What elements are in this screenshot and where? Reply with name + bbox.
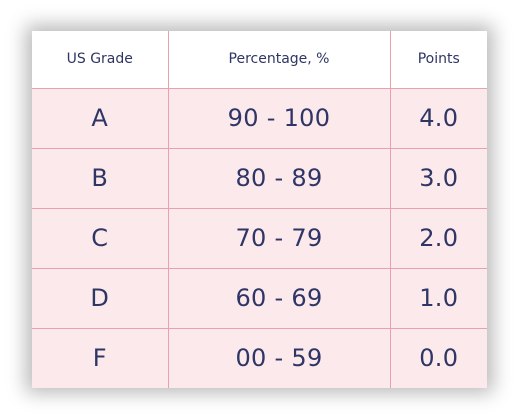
points-cell: 0.0 bbox=[389, 327, 487, 388]
table-header-row: US Grade Percentage, % Points bbox=[32, 31, 487, 89]
grade-conversion-table: US Grade Percentage, % Points A 90 - 100… bbox=[32, 31, 487, 388]
points-cell: 4.0 bbox=[389, 87, 487, 149]
table-row: F 00 - 59 0.0 bbox=[32, 327, 487, 388]
percentage-cell: 60 - 69 bbox=[167, 267, 391, 329]
header-percentage: Percentage, % bbox=[167, 31, 391, 89]
table-row: B 80 - 89 3.0 bbox=[32, 147, 487, 209]
grade-cell: D bbox=[32, 267, 169, 329]
header-points: Points bbox=[389, 31, 487, 89]
percentage-cell: 00 - 59 bbox=[167, 327, 391, 388]
percentage-cell: 90 - 100 bbox=[167, 87, 391, 149]
table-row: C 70 - 79 2.0 bbox=[32, 207, 487, 269]
table-row: A 90 - 100 4.0 bbox=[32, 87, 487, 149]
grade-table-card: US Grade Percentage, % Points A 90 - 100… bbox=[32, 31, 487, 388]
points-cell: 2.0 bbox=[389, 207, 487, 269]
grade-cell: F bbox=[32, 327, 169, 388]
points-cell: 3.0 bbox=[389, 147, 487, 209]
table-row: D 60 - 69 1.0 bbox=[32, 267, 487, 329]
points-cell: 1.0 bbox=[389, 267, 487, 329]
percentage-cell: 80 - 89 bbox=[167, 147, 391, 209]
grade-cell: A bbox=[32, 87, 169, 149]
percentage-cell: 70 - 79 bbox=[167, 207, 391, 269]
header-us-grade: US Grade bbox=[32, 31, 169, 89]
grade-cell: C bbox=[32, 207, 169, 269]
grade-cell: B bbox=[32, 147, 169, 209]
